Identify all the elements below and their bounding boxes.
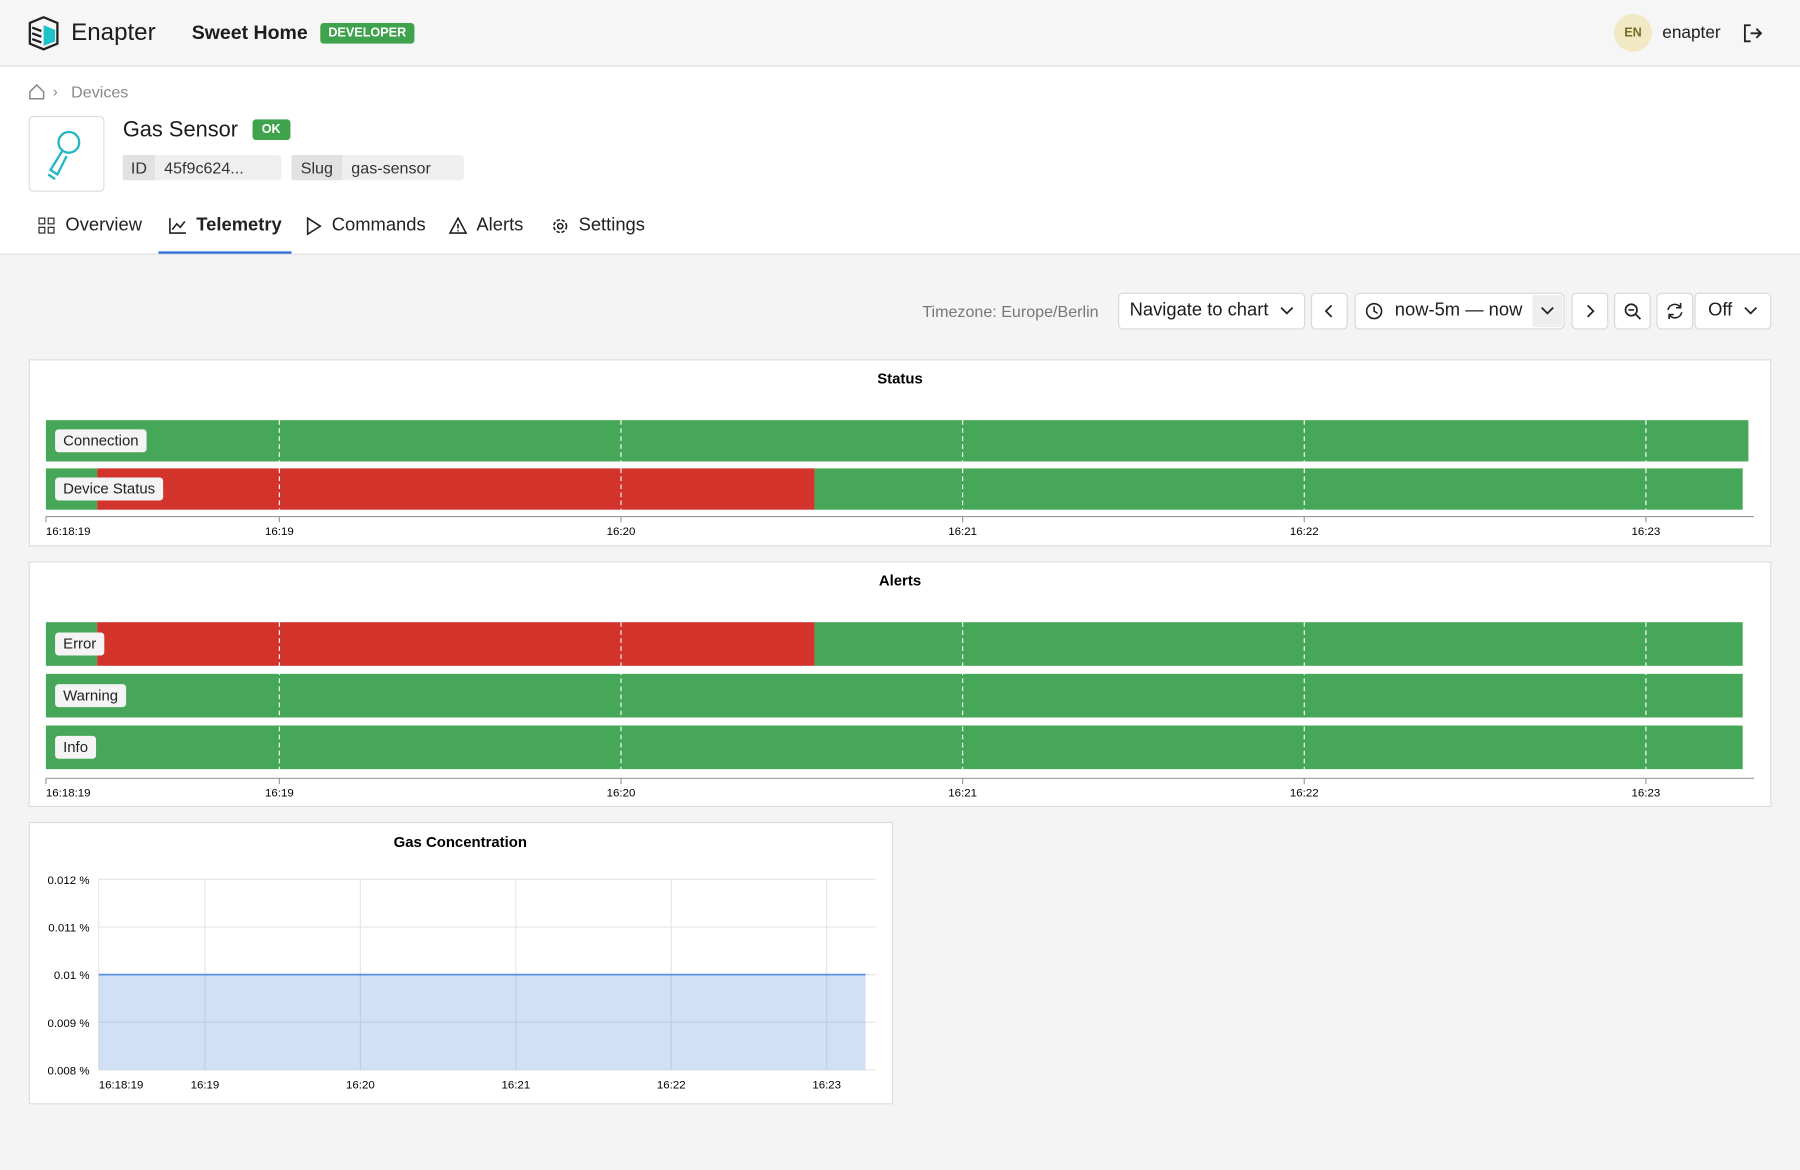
y-tick-label: 0.011 %: [48, 923, 89, 935]
card: [28, 821, 894, 1105]
x-tick-label: 16:21: [501, 1079, 530, 1091]
y-tick-label: 0.012 %: [47, 875, 89, 887]
avatar[interactable]: EN: [1614, 13, 1652, 52]
y-tick-label: 0.01 %: [54, 970, 90, 982]
row-label: Connection: [63, 432, 138, 449]
tab[interactable]: Telemetry: [169, 216, 282, 237]
tab-label: Alerts: [476, 215, 524, 236]
tab[interactable]: Alerts: [448, 215, 524, 237]
chart-title: Alerts: [879, 572, 921, 589]
tab-label: Settings: [578, 215, 645, 236]
x-tick-label: 16:20: [607, 526, 636, 538]
slug-label: Slug: [291, 154, 343, 181]
id-label: ID: [122, 154, 155, 181]
x-tick-label: 16:19: [265, 788, 294, 800]
x-tick-label: 16:18:19: [46, 526, 91, 538]
segment: [45, 673, 1743, 718]
range-picker[interactable]: now-5m — now: [1354, 292, 1565, 330]
refresh-interval[interactable]: Off: [1694, 292, 1772, 330]
chart-title: Gas Concentration: [394, 834, 527, 851]
home-icon[interactable]: [29, 83, 45, 100]
chart-title: Status: [877, 370, 923, 387]
row-label: Error: [63, 636, 96, 653]
row-label: Info: [63, 739, 88, 756]
x-tick-label: 16:22: [657, 1079, 686, 1091]
x-tick-label: 16:18:19: [99, 1079, 144, 1091]
logo: [28, 16, 59, 51]
x-tick-label: 16:23: [1632, 788, 1661, 800]
segment: [814, 468, 1743, 510]
project-name[interactable]: Sweet Home: [191, 21, 308, 44]
row-label-bg: [55, 429, 147, 453]
row-label: Warning: [63, 687, 118, 704]
x-tick-label: 16:21: [948, 788, 977, 800]
x-tick-label: 16:20: [346, 1079, 375, 1091]
x-tick-label: 16:23: [1632, 526, 1661, 538]
zoom-out-button[interactable]: [1614, 292, 1651, 330]
tab-indicator: [158, 251, 292, 254]
segment: [97, 468, 815, 510]
breadcrumb[interactable]: Devices: [71, 82, 129, 102]
segment: [97, 622, 815, 666]
next-button[interactable]: [1571, 292, 1609, 330]
tab[interactable]: Settings: [551, 216, 645, 237]
segment: [45, 420, 1749, 462]
device-name: Gas Sensor: [122, 118, 239, 143]
row-label-bg: [55, 684, 127, 708]
navigate-dropdown[interactable]: Navigate to chart: [1118, 292, 1306, 330]
x-tick-label: 16:21: [948, 526, 977, 538]
id-value: 45f9c624...: [164, 158, 244, 177]
top-bar: Enapter Sweet Home DEVELOPER EN enapter: [0, 0, 1800, 67]
x-tick-label: 16:23: [812, 1079, 841, 1091]
navigate-label: Navigate to chart: [1129, 300, 1269, 321]
tab[interactable]: Commands: [304, 215, 426, 237]
refresh-label: Off: [1708, 300, 1733, 321]
segment: [814, 622, 1743, 666]
timezone: Timezone: Europe/Berlin: [922, 301, 1099, 321]
row-label: Device Status: [63, 481, 155, 498]
badge: DEVELOPER: [320, 22, 415, 44]
id-chip[interactable]: ID 45f9c624...: [122, 154, 282, 181]
breadcrumb-separator: ›: [52, 82, 58, 100]
x-tick-label: 16:19: [191, 1079, 220, 1091]
brand[interactable]: Enapter: [71, 19, 156, 46]
segment: [45, 725, 1743, 770]
x-tick-label: 16:22: [1290, 788, 1319, 800]
tab-label: Overview: [65, 215, 142, 236]
y-tick-label: 0.008 %: [47, 1065, 89, 1077]
prev-button[interactable]: [1310, 292, 1348, 330]
area: [98, 974, 866, 1070]
x-tick-label: 16:20: [607, 788, 636, 800]
range-label: now-5m — now: [1394, 300, 1523, 321]
x-tick-label: 16:22: [1290, 526, 1319, 538]
slug-value: gas-sensor: [351, 158, 431, 177]
slug-chip[interactable]: Slug gas-sensor: [291, 154, 464, 181]
row-label-bg: [55, 632, 105, 656]
row-label-bg: [55, 477, 164, 501]
device-icon: [28, 115, 105, 192]
status-badge: OK: [252, 119, 290, 141]
y-tick-label: 0.009 %: [47, 1018, 89, 1030]
row-label-bg: [55, 735, 97, 759]
logout-icon[interactable]: [1743, 23, 1764, 44]
x-tick-label: 16:19: [265, 526, 294, 538]
tab[interactable]: Overview: [38, 216, 142, 237]
x-tick-label: 16:18:19: [46, 788, 91, 800]
user-name[interactable]: enapter: [1662, 22, 1721, 43]
tab-label: Commands: [331, 215, 426, 236]
tab-label: Telemetry: [196, 215, 282, 236]
refresh-button[interactable]: [1656, 292, 1694, 330]
